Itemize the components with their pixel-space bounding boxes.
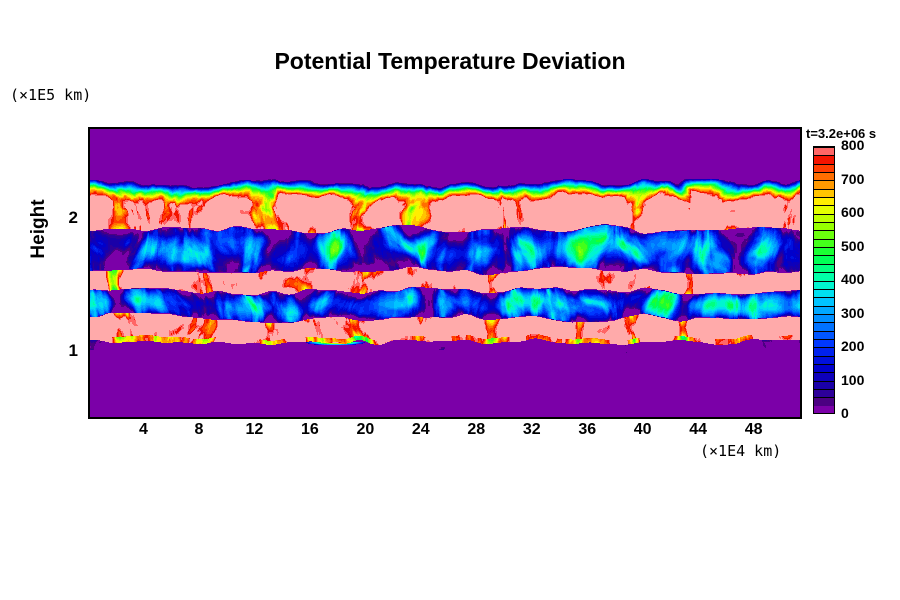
colorbar-band bbox=[814, 263, 834, 273]
colorbar-band bbox=[814, 255, 834, 264]
plot-area[interactable] bbox=[88, 127, 802, 419]
colorbar-band bbox=[814, 188, 834, 198]
x-tick-label: 4 bbox=[139, 421, 148, 438]
y-axis-unit-label: (×1E5 km) bbox=[10, 86, 92, 104]
x-tick-label: 20 bbox=[356, 421, 375, 438]
colorbar-title-time-annotation: t=3.2e+06 s bbox=[806, 126, 877, 141]
colorbar-band bbox=[814, 280, 834, 289]
colorbar-band bbox=[814, 313, 834, 323]
x-tick-label: 8 bbox=[194, 421, 204, 438]
colorbar-band bbox=[814, 172, 834, 181]
colorbar-tick-label: 700 bbox=[841, 170, 865, 187]
x-tick-label: 36 bbox=[578, 421, 597, 438]
colorbar-band bbox=[814, 355, 834, 364]
colorbar-band bbox=[814, 147, 834, 156]
colorbar-tick-label: 300 bbox=[841, 304, 865, 321]
colorbar-band bbox=[814, 388, 834, 398]
colorbar-band bbox=[814, 213, 834, 223]
colorbar-band bbox=[814, 338, 834, 348]
colorbar-band bbox=[814, 222, 834, 231]
colorbar-tick-label: 200 bbox=[841, 338, 865, 354]
x-tick-label: 28 bbox=[467, 421, 486, 438]
colorbar-band bbox=[814, 180, 834, 189]
colorbar-band bbox=[814, 288, 834, 298]
x-tick-label: 40 bbox=[633, 421, 652, 438]
colorbar-tick-label: 800 bbox=[841, 137, 865, 153]
colorbar-band bbox=[814, 397, 834, 406]
colorbar-band bbox=[814, 372, 834, 381]
colorbar-band bbox=[814, 347, 834, 356]
colorbar-tick-label: 400 bbox=[841, 271, 865, 287]
colorbar-strip[interactable] bbox=[813, 146, 835, 414]
x-axis-unit-label: (×1E4 km) bbox=[700, 442, 782, 460]
colorbar-band bbox=[814, 405, 834, 413]
x-tick-label: 12 bbox=[245, 421, 264, 438]
colorbar-tick-label: 100 bbox=[841, 371, 865, 388]
colorbar-band bbox=[814, 272, 834, 281]
colorbar-band bbox=[814, 230, 834, 239]
page-title: Potential Temperature Deviation bbox=[274, 48, 626, 74]
colorbar-band bbox=[814, 205, 834, 214]
colorbar-band bbox=[814, 197, 834, 206]
colorbar-tick-label: 600 bbox=[841, 204, 865, 220]
y-axis-title: Height bbox=[28, 199, 49, 259]
colorbar-band bbox=[814, 155, 834, 164]
y-tick-label: 1 bbox=[68, 340, 78, 360]
colorbar-band bbox=[814, 322, 834, 331]
y-tick-label: 2 bbox=[68, 208, 78, 228]
x-tick-label: 48 bbox=[744, 421, 763, 438]
colorbar-band bbox=[814, 297, 834, 306]
x-tick-label: 16 bbox=[300, 421, 319, 438]
x-tick-label: 24 bbox=[411, 421, 430, 438]
colorbar-band bbox=[814, 330, 834, 339]
colorbar-band bbox=[814, 163, 834, 173]
colorbar-band bbox=[814, 238, 834, 248]
colorbar-band bbox=[814, 380, 834, 389]
colorbar-tick-label: 0 bbox=[841, 405, 849, 421]
colorbar-band bbox=[814, 305, 834, 314]
colorbar-band bbox=[814, 363, 834, 373]
x-tick-label: 44 bbox=[689, 421, 708, 438]
temperature-field-heatmap[interactable] bbox=[90, 129, 800, 417]
x-tick-label: 32 bbox=[522, 421, 541, 438]
colorbar-tick-label: 500 bbox=[841, 237, 865, 254]
colorbar-band bbox=[814, 247, 834, 256]
